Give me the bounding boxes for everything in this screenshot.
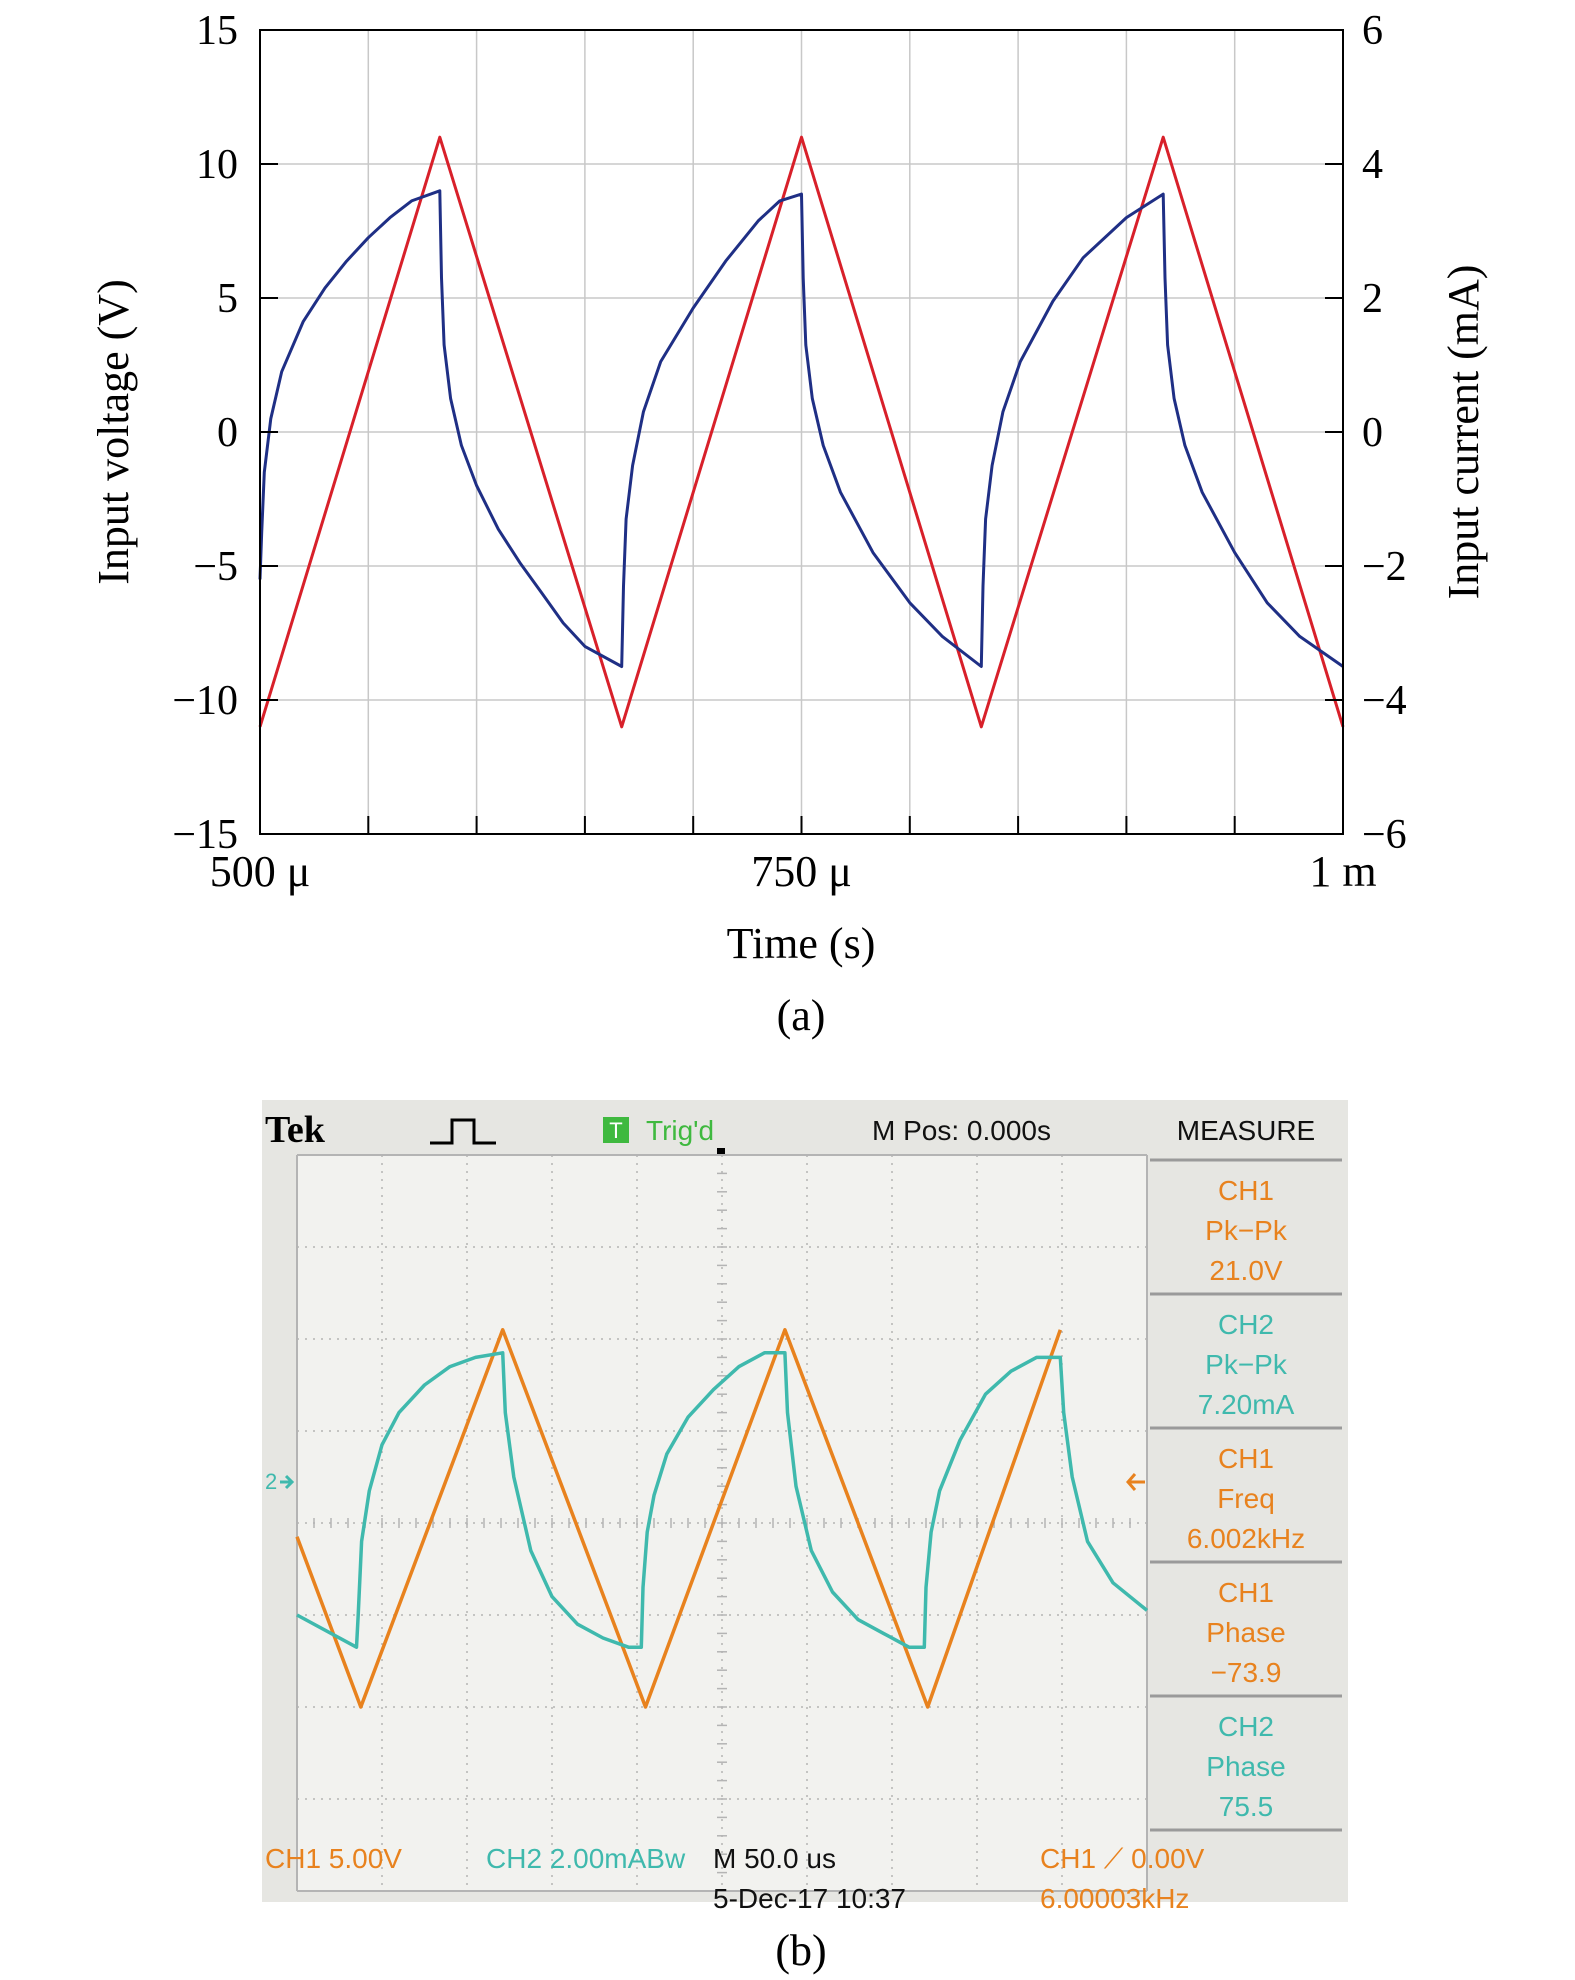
caption-b: (b): [775, 1926, 826, 1975]
measure-type: Freq: [1217, 1483, 1275, 1514]
y-tick-label: 10: [196, 142, 238, 188]
measure-value: −73.9: [1211, 1657, 1282, 1688]
measure-value: 6.002kHz: [1187, 1523, 1305, 1554]
y-tick-label: 5: [217, 276, 238, 322]
x-axis-label: Time (s): [727, 919, 876, 968]
measure-title: MEASURE: [1177, 1115, 1315, 1146]
caption-a: (a): [777, 991, 826, 1040]
x-tick-labels: 500 μ 750 μ 1 m: [210, 847, 1377, 896]
y2-tick-label: 6: [1362, 8, 1383, 54]
ch2-marker: 2: [265, 1469, 277, 1494]
measure-channel: CH1: [1218, 1175, 1274, 1206]
y-tick-label: −15: [172, 812, 238, 858]
measure-channel: CH2: [1218, 1309, 1274, 1340]
measure-panel: CH1 Pk−Pk 21.0V CH2 Pk−Pk 7.20mA CH1 Freq 6.002k…: [1150, 1158, 1342, 1832]
measure-channel: CH1: [1218, 1443, 1274, 1474]
plot-ticks: [260, 163, 1343, 834]
y2-tick-label: −6: [1362, 812, 1407, 858]
scope-brand: Tek: [265, 1109, 326, 1151]
y-axis-label: Input voltage (V): [89, 279, 138, 584]
trigger-level-arrow-icon: [1126, 1473, 1145, 1491]
y2-tick-labels: 6 4 2 0 −2 −4 −6: [1362, 8, 1407, 858]
x-tick-label: 500 μ: [210, 847, 311, 896]
measure-value: 75.5: [1219, 1791, 1274, 1822]
ch1-scale: CH1 5.00V: [265, 1843, 402, 1874]
timestamp: 5-Dec-17 10:37: [713, 1883, 906, 1914]
y-tick-labels: 15 10 5 0 −5 −10 −15: [172, 8, 238, 858]
x-tick-label: 1 m: [1309, 847, 1376, 896]
plot-series: [258, 135, 1345, 729]
measure-type: Pk−Pk: [1205, 1215, 1288, 1246]
scope-traces: [295, 1328, 1149, 1709]
y-tick-label: 15: [196, 8, 238, 54]
y-tick-label: −10: [172, 678, 238, 724]
trig-badge-box: [603, 1117, 629, 1143]
x-tick-label: 750 μ: [751, 847, 852, 896]
trigger-frequency: 6.00003kHz: [1040, 1883, 1189, 1914]
timebase: M 50.0 us: [713, 1843, 836, 1874]
ch2-marker-arrow-icon: [280, 1474, 295, 1490]
y2-axis-label: Input current (mA): [1439, 265, 1488, 600]
y-tick-label: −5: [193, 544, 238, 590]
y-tick-label: 0: [217, 410, 238, 456]
oscilloscope-screenshot: Tek T Trig'd M Pos: 0.000s MEASURE 2 CH1…: [262, 1100, 1348, 1975]
y2-tick-label: −2: [1362, 544, 1407, 590]
measure-value: 7.20mA: [1198, 1389, 1295, 1420]
ch2-scale: CH2 2.00mABw: [486, 1843, 686, 1874]
y2-tick-label: 4: [1362, 142, 1383, 188]
trigger-edge-icon: [430, 1118, 496, 1145]
series-input-current: [258, 189, 1344, 668]
y2-tick-label: 0: [1362, 410, 1383, 456]
trigger-setting: CH1 ⟋ 0.00V: [1040, 1843, 1205, 1874]
y2-tick-label: 2: [1362, 276, 1383, 322]
graticule: [296, 1154, 1148, 1892]
m-pos: M Pos: 0.000s: [872, 1115, 1051, 1146]
trig-status: Trig'd: [646, 1115, 714, 1146]
y2-tick-label: −4: [1362, 678, 1407, 724]
trace-ch1: [295, 1328, 1062, 1709]
measure-type: Phase: [1206, 1617, 1285, 1648]
measure-type: Phase: [1206, 1751, 1285, 1782]
measure-value: 21.0V: [1209, 1255, 1282, 1286]
measure-channel: CH1: [1218, 1577, 1274, 1608]
trig-badge: T: [609, 1118, 622, 1143]
series-input-voltage: [258, 135, 1345, 729]
measure-type: Pk−Pk: [1205, 1349, 1288, 1380]
trace-ch2: [296, 1351, 1149, 1649]
plot-grid: [260, 30, 1343, 834]
measure-channel: CH2: [1218, 1711, 1274, 1742]
